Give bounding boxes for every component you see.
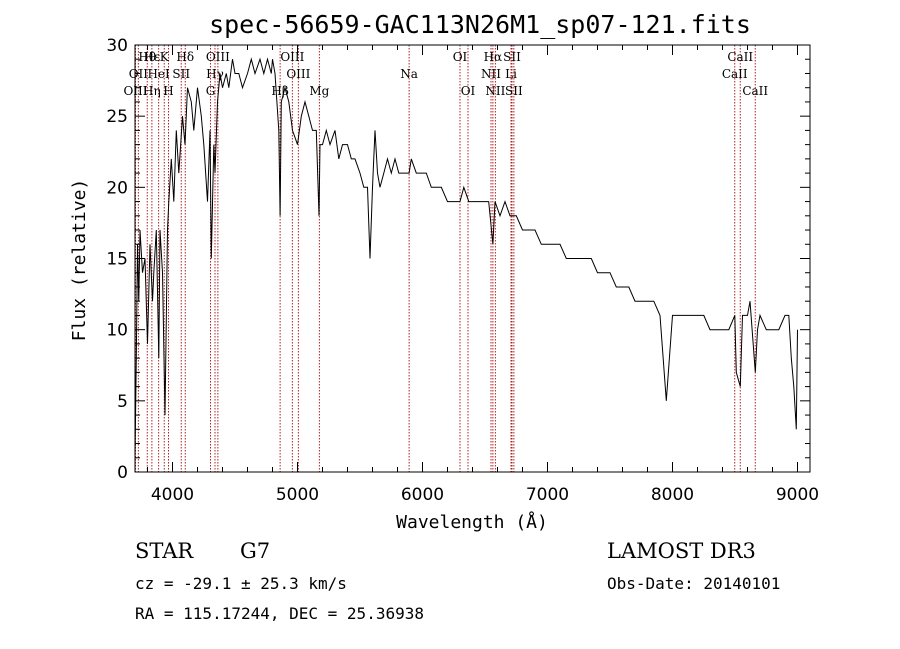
line-label: OII xyxy=(129,67,149,81)
line-label: OIII xyxy=(123,84,147,98)
line-label: Li xyxy=(505,67,517,81)
line-label: Mg xyxy=(309,84,329,98)
x-axis-ticks: 4000 5000 6000 7000 8000 9000 xyxy=(147,45,819,505)
y-tick-label: 30 xyxy=(106,36,128,56)
line-label: OI xyxy=(461,84,476,98)
y-axis-label: Flux (relative) xyxy=(69,179,90,342)
line-label: OIII xyxy=(286,67,310,81)
line-label: Hα xyxy=(484,50,503,64)
x-tick-label: 4000 xyxy=(151,485,194,505)
x-tick-label: 5000 xyxy=(276,485,319,505)
x-tick-label: 9000 xyxy=(776,485,819,505)
line-label: SII xyxy=(505,84,523,98)
spectral-subclass: G7 xyxy=(240,539,270,563)
line-label: SII xyxy=(172,67,190,81)
chart-title: spec-56659-GAC113N26M1_sp07-121.fits xyxy=(209,10,751,39)
line-label: Hη xyxy=(143,84,161,98)
object-type: STAR xyxy=(135,539,194,563)
x-tick-label: 8000 xyxy=(651,485,694,505)
line-label: Na xyxy=(400,67,418,81)
y-tick-label: 25 xyxy=(106,107,128,127)
x-tick-label: 7000 xyxy=(526,485,569,505)
y-tick-label: 10 xyxy=(106,321,128,341)
line-label: G xyxy=(206,84,216,98)
line-label: HeI xyxy=(147,67,170,81)
line-label: H xyxy=(163,84,173,98)
line-label: K xyxy=(160,50,170,64)
redshift-velocity: cz = -29.1 ± 25.3 km/s xyxy=(135,574,347,593)
line-label: Hθ xyxy=(138,50,156,64)
line-label: NII xyxy=(485,84,505,98)
line-label: Hε xyxy=(144,50,161,64)
y-tick-label: 15 xyxy=(106,250,128,270)
survey-name: LAMOST DR3 xyxy=(607,539,756,563)
line-label: CaII xyxy=(742,84,768,98)
line-label: NII xyxy=(481,67,501,81)
plot-frame xyxy=(134,44,811,473)
y-axis-ticks: 0 5 10 15 20 25 30 xyxy=(106,36,810,483)
y-tick-label: 20 xyxy=(106,178,128,198)
line-label: CaII xyxy=(722,67,748,81)
line-label: CaII xyxy=(727,50,753,64)
spectral-line-markers xyxy=(135,45,756,472)
line-label: Hδ xyxy=(176,50,194,64)
x-axis-label: Wavelength (Å) xyxy=(396,511,548,533)
y-tick-label: 5 xyxy=(117,392,128,412)
line-label: OIII xyxy=(280,50,304,64)
x-tick-label: 6000 xyxy=(401,485,444,505)
observation-date: Obs-Date: 20140101 xyxy=(607,574,780,593)
line-label: SII xyxy=(503,50,521,64)
sky-coordinates: RA = 115.17244, DEC = 25.36938 xyxy=(135,604,424,623)
y-tick-label: 0 xyxy=(117,463,128,483)
spectrum-series xyxy=(134,57,798,458)
line-label: OI xyxy=(453,50,468,64)
line-label: OIII xyxy=(206,50,230,64)
